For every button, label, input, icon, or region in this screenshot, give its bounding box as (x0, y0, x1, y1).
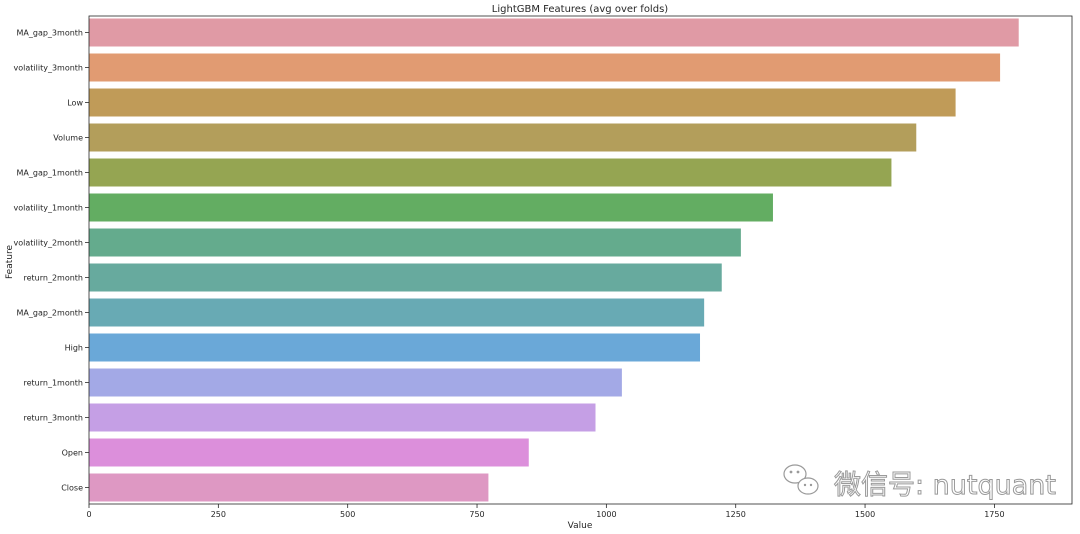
x-tick-label: 500 (340, 510, 355, 519)
y-tick-labels: MA_gap_3month volatility_3month Low Volume M… (14, 29, 89, 493)
y-tick-label: return_1month (23, 379, 83, 388)
bar-Open (89, 438, 529, 467)
y-tick-label: MA_gap_2month (17, 309, 84, 318)
x-ticks: 0 250 500 750 1000 1250 1500 1750 (86, 504, 1005, 519)
y-tick-label: Volume (53, 134, 83, 143)
y-tick-label: return_3month (23, 414, 83, 423)
x-tick-label: 1250 (726, 510, 746, 519)
bar-return_1month (89, 368, 622, 397)
bar-volatility_3month (89, 53, 1001, 82)
y-tick-label: MA_gap_3month (17, 29, 84, 38)
watermark: 微信号: nutquant (783, 464, 1057, 502)
bar-Low (89, 88, 956, 117)
x-tick-label: 250 (211, 510, 226, 519)
watermark-text: 微信号: nutquant (834, 470, 1056, 501)
x-axis-label: Value (568, 521, 593, 531)
x-tick-label: 750 (469, 510, 484, 519)
x-tick-label: 1500 (855, 510, 875, 519)
bar-volatility_2month (89, 228, 741, 257)
y-tick-label: Close (61, 484, 83, 493)
bar-MA_gap_2month (89, 298, 705, 327)
bar-Volume (89, 123, 917, 152)
x-tick-label: 1750 (984, 510, 1004, 519)
y-tick-label: volatility_1month (14, 204, 83, 213)
bar-return_2month (89, 263, 722, 292)
y-tick-label: Open (62, 449, 83, 458)
y-tick-label: Low (67, 99, 83, 108)
bar-series (89, 18, 1019, 502)
bar-Close (89, 473, 489, 502)
x-tick-label: 0 (86, 510, 91, 519)
y-tick-label: volatility_3month (14, 64, 83, 73)
y-tick-label: MA_gap_1month (17, 169, 84, 178)
bar-MA_gap_1month (89, 158, 892, 187)
bar-MA_gap_3month (89, 18, 1019, 47)
bar-High (89, 333, 701, 362)
chart-title: LightGBM Features (avg over folds) (492, 4, 668, 15)
y-tick-label: return_2month (23, 274, 83, 283)
y-tick-label: volatility_2month (14, 239, 83, 248)
x-tick-label: 1000 (596, 510, 616, 519)
y-axis-label: Feature (5, 245, 15, 279)
y-tick-label: High (65, 344, 83, 353)
bar-volatility_1month (89, 193, 773, 222)
plot-frame (88, 15, 1073, 505)
wechat-icon (783, 464, 819, 495)
bar-return_3month (89, 403, 596, 432)
